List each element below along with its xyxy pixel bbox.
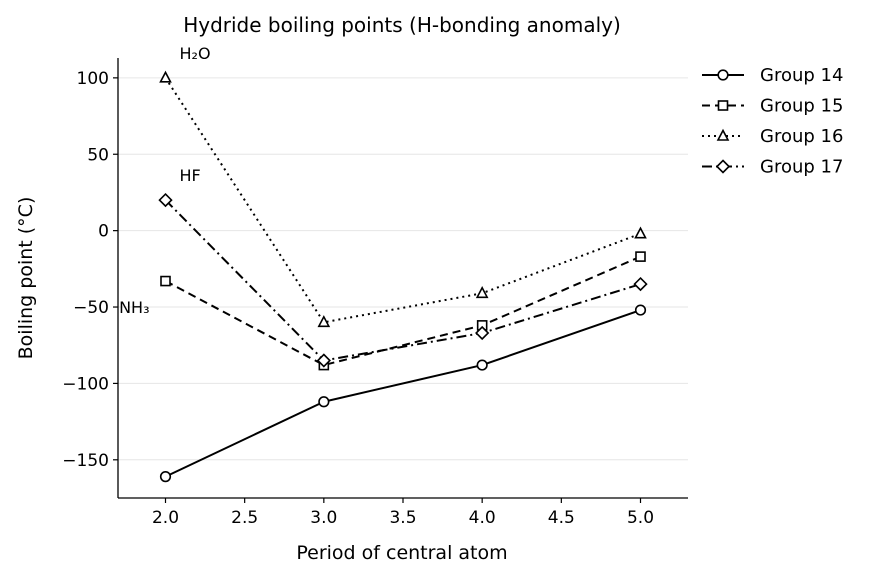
data-point	[634, 226, 647, 239]
legend-label: Group 15	[760, 96, 843, 117]
data-point	[316, 353, 331, 368]
y-axis-label: Boiling point (°C)	[15, 197, 37, 360]
annotation-label: H₂O	[180, 44, 211, 63]
series-group-16	[159, 70, 647, 328]
y-tick-label: −50	[73, 298, 109, 318]
legend-item-group-16: Group 16	[702, 126, 843, 147]
data-point	[160, 275, 171, 287]
data-point	[476, 359, 488, 371]
ticks: 2.0 2.5 3.0 3.5 4.0 4.5 5.0 100 50 0 −50 −100 −150	[62, 69, 654, 528]
grid-lines	[118, 77, 688, 461]
y-tick-label: −150	[62, 451, 109, 471]
annotation-label: NH₃	[119, 298, 149, 317]
data-point	[475, 325, 490, 341]
legend-item-group-14: Group 14	[702, 65, 843, 86]
data-point	[634, 304, 647, 316]
legend-item-group-15: Group 15	[702, 96, 843, 117]
x-tick-label: 2.0	[152, 508, 179, 528]
x-tick-label: 4.0	[469, 508, 496, 528]
legend-marker	[717, 100, 729, 111]
y-tick-label: −100	[62, 374, 109, 394]
x-axis-label: Period of central atom	[296, 542, 507, 564]
x-tick-label: 2.5	[231, 508, 258, 528]
legend-marker	[717, 69, 729, 81]
series-group-15	[160, 251, 646, 371]
legend-item-group-17: Group 17	[702, 157, 843, 178]
series-group-17	[158, 192, 648, 368]
y-tick-label: 50	[87, 145, 109, 165]
annotations: H₂O HF NH₃	[119, 44, 210, 317]
legend-label: Group 14	[760, 65, 843, 86]
legend-label: Group 16	[760, 126, 843, 147]
series-layer	[158, 70, 648, 483]
legend-marker	[715, 159, 731, 174]
series-line-group-15	[165, 255, 641, 367]
series-line-group-17	[164, 199, 641, 362]
y-tick-label: 100	[77, 69, 109, 89]
x-tick-label: 5.0	[627, 508, 654, 528]
legend: Group 14 Group 15 Group 16 Group 17	[702, 65, 843, 178]
data-point	[317, 315, 331, 328]
data-point	[635, 251, 646, 262]
data-point	[318, 396, 330, 408]
x-tick-label: 4.5	[548, 508, 575, 528]
series-line-group-16	[164, 77, 641, 324]
series-line-group-14	[165, 309, 641, 478]
y-tick-label: 0	[98, 222, 109, 242]
series-group-14	[159, 304, 647, 483]
data-point	[159, 471, 172, 483]
data-point	[475, 286, 489, 299]
x-tick-label: 3.0	[310, 508, 337, 528]
x-tick-label: 3.5	[389, 508, 416, 528]
annotation-label: HF	[180, 166, 201, 185]
legend-label: Group 17	[760, 157, 843, 178]
data-point	[158, 192, 173, 208]
legend-marker	[716, 128, 730, 141]
chart-title: Hydride boiling points (H-bonding anomal…	[183, 13, 621, 37]
data-point	[159, 70, 172, 83]
data-point	[633, 276, 648, 292]
axes	[117, 58, 688, 499]
